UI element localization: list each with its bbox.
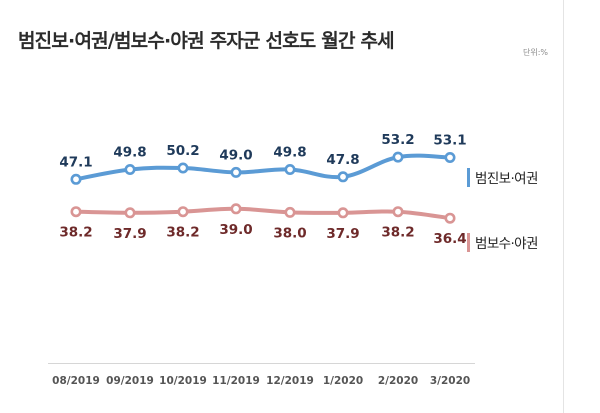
data-point-progressive: [284, 164, 296, 176]
data-point-conservative: [284, 206, 296, 218]
data-label-progressive: 49.0: [219, 147, 252, 163]
legend-label-conservative: 범보수·야권: [475, 236, 538, 252]
data-label-progressive: 47.8: [326, 152, 359, 168]
legend-item-conservative: 범보수·야권: [467, 232, 538, 252]
x-tick-label: 10/2019: [159, 375, 207, 387]
data-point-progressive: [230, 166, 242, 178]
legend-swatch-progressive: [467, 167, 470, 187]
data-point-conservative: [392, 206, 404, 218]
data-point-conservative: [70, 206, 82, 218]
legend-swatch-conservative: [467, 232, 470, 252]
x-tick-label: 1/2020: [323, 375, 363, 387]
data-label-conservative: 38.2: [166, 225, 199, 241]
x-tick-label: 08/2019: [52, 375, 100, 387]
legend-item-progressive: 범진보·여권: [467, 167, 538, 187]
x-tick-label: 12/2019: [266, 375, 314, 387]
data-label-progressive: 50.2: [166, 143, 199, 159]
data-point-conservative: [124, 207, 136, 219]
data-label-progressive: 49.8: [273, 145, 306, 161]
x-tick-label: 11/2019: [212, 375, 260, 387]
x-axis-baseline: [48, 363, 475, 364]
data-point-progressive: [70, 173, 82, 185]
frame-border: [563, 0, 564, 413]
x-tick-label: 3/2020: [430, 375, 470, 387]
data-label-conservative: 36.4: [433, 231, 466, 247]
data-label-conservative: 37.9: [113, 226, 146, 242]
data-label-progressive: 53.1: [433, 133, 466, 149]
data-label-conservative: 38.0: [273, 225, 306, 241]
data-label-progressive: 53.2: [381, 132, 414, 148]
data-point-progressive: [337, 171, 349, 183]
data-label-conservative: 38.2: [59, 225, 92, 241]
data-point-progressive: [177, 162, 189, 174]
data-label-progressive: 49.8: [113, 145, 146, 161]
data-label-conservative: 39.0: [219, 222, 252, 238]
data-point-conservative: [444, 212, 456, 224]
x-tick-label: 2/2020: [378, 375, 418, 387]
data-label-conservative: 38.2: [381, 225, 414, 241]
data-point-conservative: [177, 206, 189, 218]
data-point-progressive: [124, 164, 136, 176]
chart-title: 범진보·여권/범보수·야권 주자군 선호도 월간 추세: [18, 30, 395, 52]
data-point-conservative: [230, 203, 242, 215]
x-tick-label: 09/2019: [106, 375, 154, 387]
data-label-conservative: 37.9: [326, 226, 359, 242]
data-point-progressive: [392, 151, 404, 163]
data-point-progressive: [444, 152, 456, 164]
data-label-progressive: 47.1: [59, 154, 92, 170]
legend-label-progressive: 범진보·여권: [475, 171, 538, 187]
unit-label: 단위:%: [523, 48, 549, 57]
data-point-conservative: [337, 207, 349, 219]
